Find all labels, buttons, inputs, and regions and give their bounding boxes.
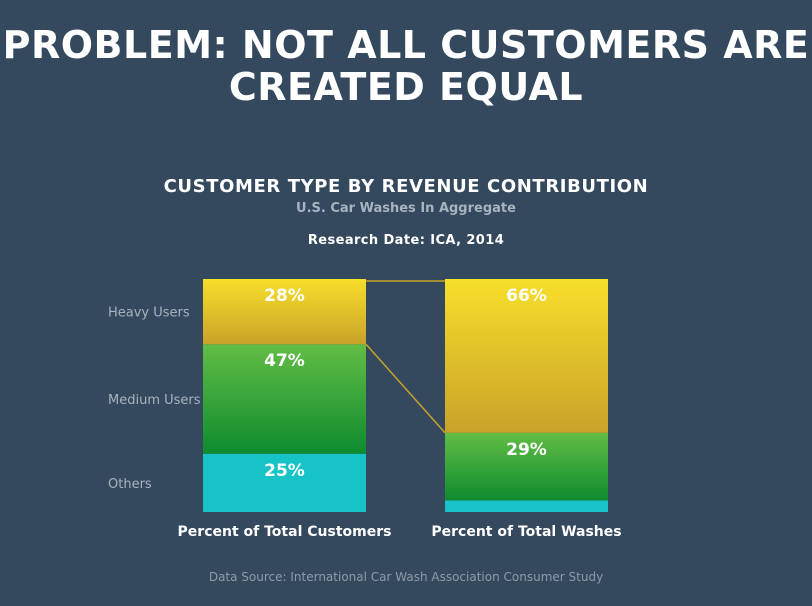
page-title: PROBLEM: NOT ALL CUSTOMERS ARE CREATED E… — [0, 24, 812, 108]
chart-title: CUSTOMER TYPE BY REVENUE CONTRIBUTION — [163, 176, 649, 197]
bar-segment-others-2 — [445, 500, 608, 512]
page-title-line-1: PROBLEM: NOT ALL CUSTOMERS ARE — [2, 23, 810, 67]
bar-segment-heavy-users-2 — [445, 279, 608, 433]
data-label-medium-users-1: 47% — [264, 351, 305, 371]
page-title-line-2: CREATED EQUAL — [228, 65, 584, 109]
bar-segment-heavy-users-1 — [203, 279, 366, 345]
data-label-heavy-users-1: 28% — [264, 286, 305, 306]
data-source-note: Data Source: International Car Wash Asso… — [208, 570, 604, 584]
data-label-others-1: 25% — [264, 461, 305, 481]
bar-segment-medium-users-2 — [445, 432, 608, 501]
chart-subtitle: U.S. Car Washes In Aggregate — [296, 201, 516, 216]
legend-label-heavy-users: Heavy Users — [108, 306, 190, 321]
category-label-2: Percent of Total Washes — [431, 524, 621, 540]
data-label-medium-users-2: 29% — [506, 440, 547, 460]
data-label-heavy-users-2: 66% — [506, 286, 547, 306]
research-date: Research Date: ICA, 2014 — [307, 233, 505, 248]
connector-line-heavy-medium — [365, 343, 446, 434]
bar-segment-others-1 — [203, 453, 366, 512]
legend-label-medium-users: Medium Users — [108, 393, 201, 408]
category-label-1: Percent of Total Customers — [178, 524, 392, 540]
bar-segment-medium-users-1 — [203, 344, 366, 454]
legend-label-others: Others — [108, 477, 152, 492]
